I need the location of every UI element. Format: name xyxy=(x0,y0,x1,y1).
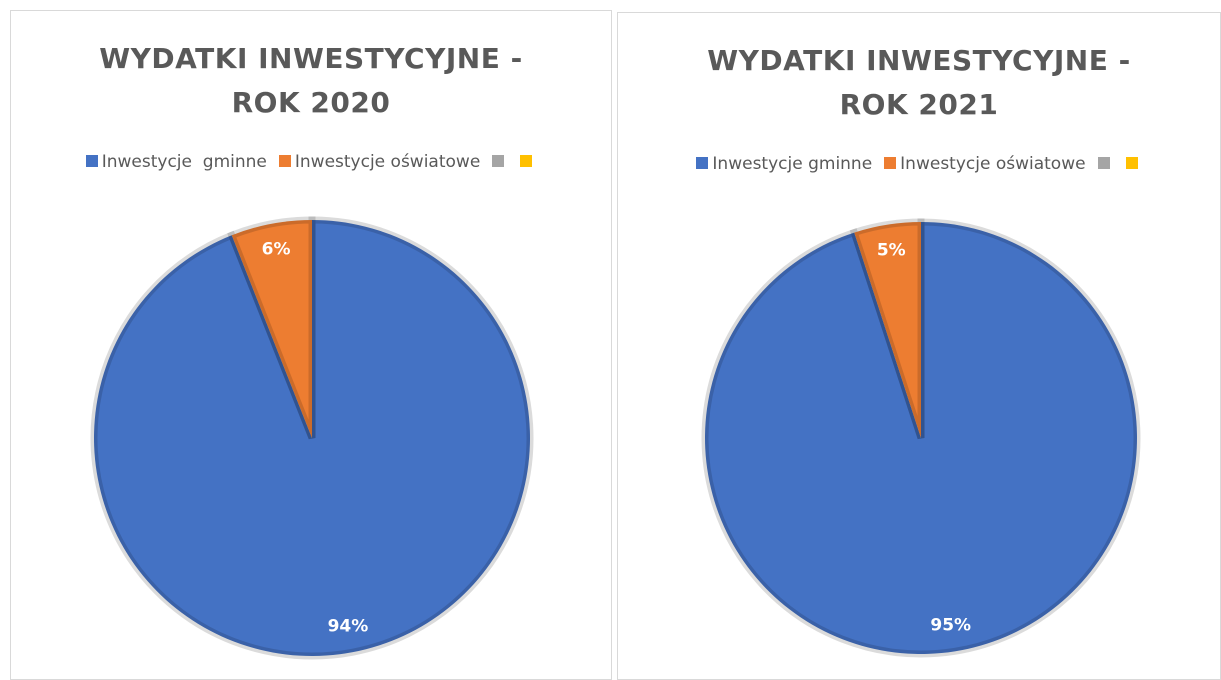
legend-swatch xyxy=(520,155,533,167)
legend-item: Inwestycje gminne xyxy=(696,154,872,174)
legend-label: Inwestycje oświatowe xyxy=(900,154,1086,174)
data-label: 6% xyxy=(262,240,291,260)
legend-label: Inwestycje oświatowe xyxy=(294,152,481,172)
data-label: 5% xyxy=(877,240,906,260)
legend-item: Inwestycje oświatowe xyxy=(884,154,1086,174)
legend-swatch xyxy=(696,157,709,169)
pie-slice xyxy=(701,218,1141,658)
legend-label: Inwestycje gminne xyxy=(101,152,267,172)
pie: 95% 5% xyxy=(701,218,1141,658)
legend-label: Inwestycje gminne xyxy=(712,154,873,174)
legend-item xyxy=(520,152,536,172)
legend-swatch xyxy=(278,155,291,167)
chart-panel: WYDATKI INWESTYCYJNE - ROK 2020 Inwestycj… xyxy=(10,10,612,680)
pie: 94% 6% xyxy=(90,216,534,660)
legend-swatch xyxy=(1125,157,1138,169)
legend-item xyxy=(1097,154,1114,174)
legend: Inwestycje gminne Inwestycje oświatowe xyxy=(11,152,611,172)
legend-swatch xyxy=(492,155,505,167)
data-label: 95% xyxy=(930,616,971,636)
legend-swatch xyxy=(884,157,897,169)
pie-slice xyxy=(849,218,925,440)
legend-swatch xyxy=(1097,157,1110,169)
pie-slice xyxy=(90,216,534,660)
data-label: 94% xyxy=(328,616,369,636)
legend-item: Inwestycje oświatowe xyxy=(278,152,481,172)
chart-panel: WYDATKI INWESTYCYJNE - ROK 2021 Inwestycj… xyxy=(617,12,1221,680)
pie-slice xyxy=(227,216,316,440)
chart-title: WYDATKI INWESTYCYJNE - ROK 2021 xyxy=(707,44,1131,121)
legend-item: Inwestycje gminne xyxy=(85,152,267,172)
legend-item xyxy=(492,152,508,172)
legend-item xyxy=(1125,154,1142,174)
legend-swatch xyxy=(85,155,98,167)
legend: Inwestycje gminne Inwestycje oświatowe xyxy=(618,154,1220,174)
chart-title: WYDATKI INWESTYCYJNE - ROK 2020 xyxy=(99,42,523,119)
